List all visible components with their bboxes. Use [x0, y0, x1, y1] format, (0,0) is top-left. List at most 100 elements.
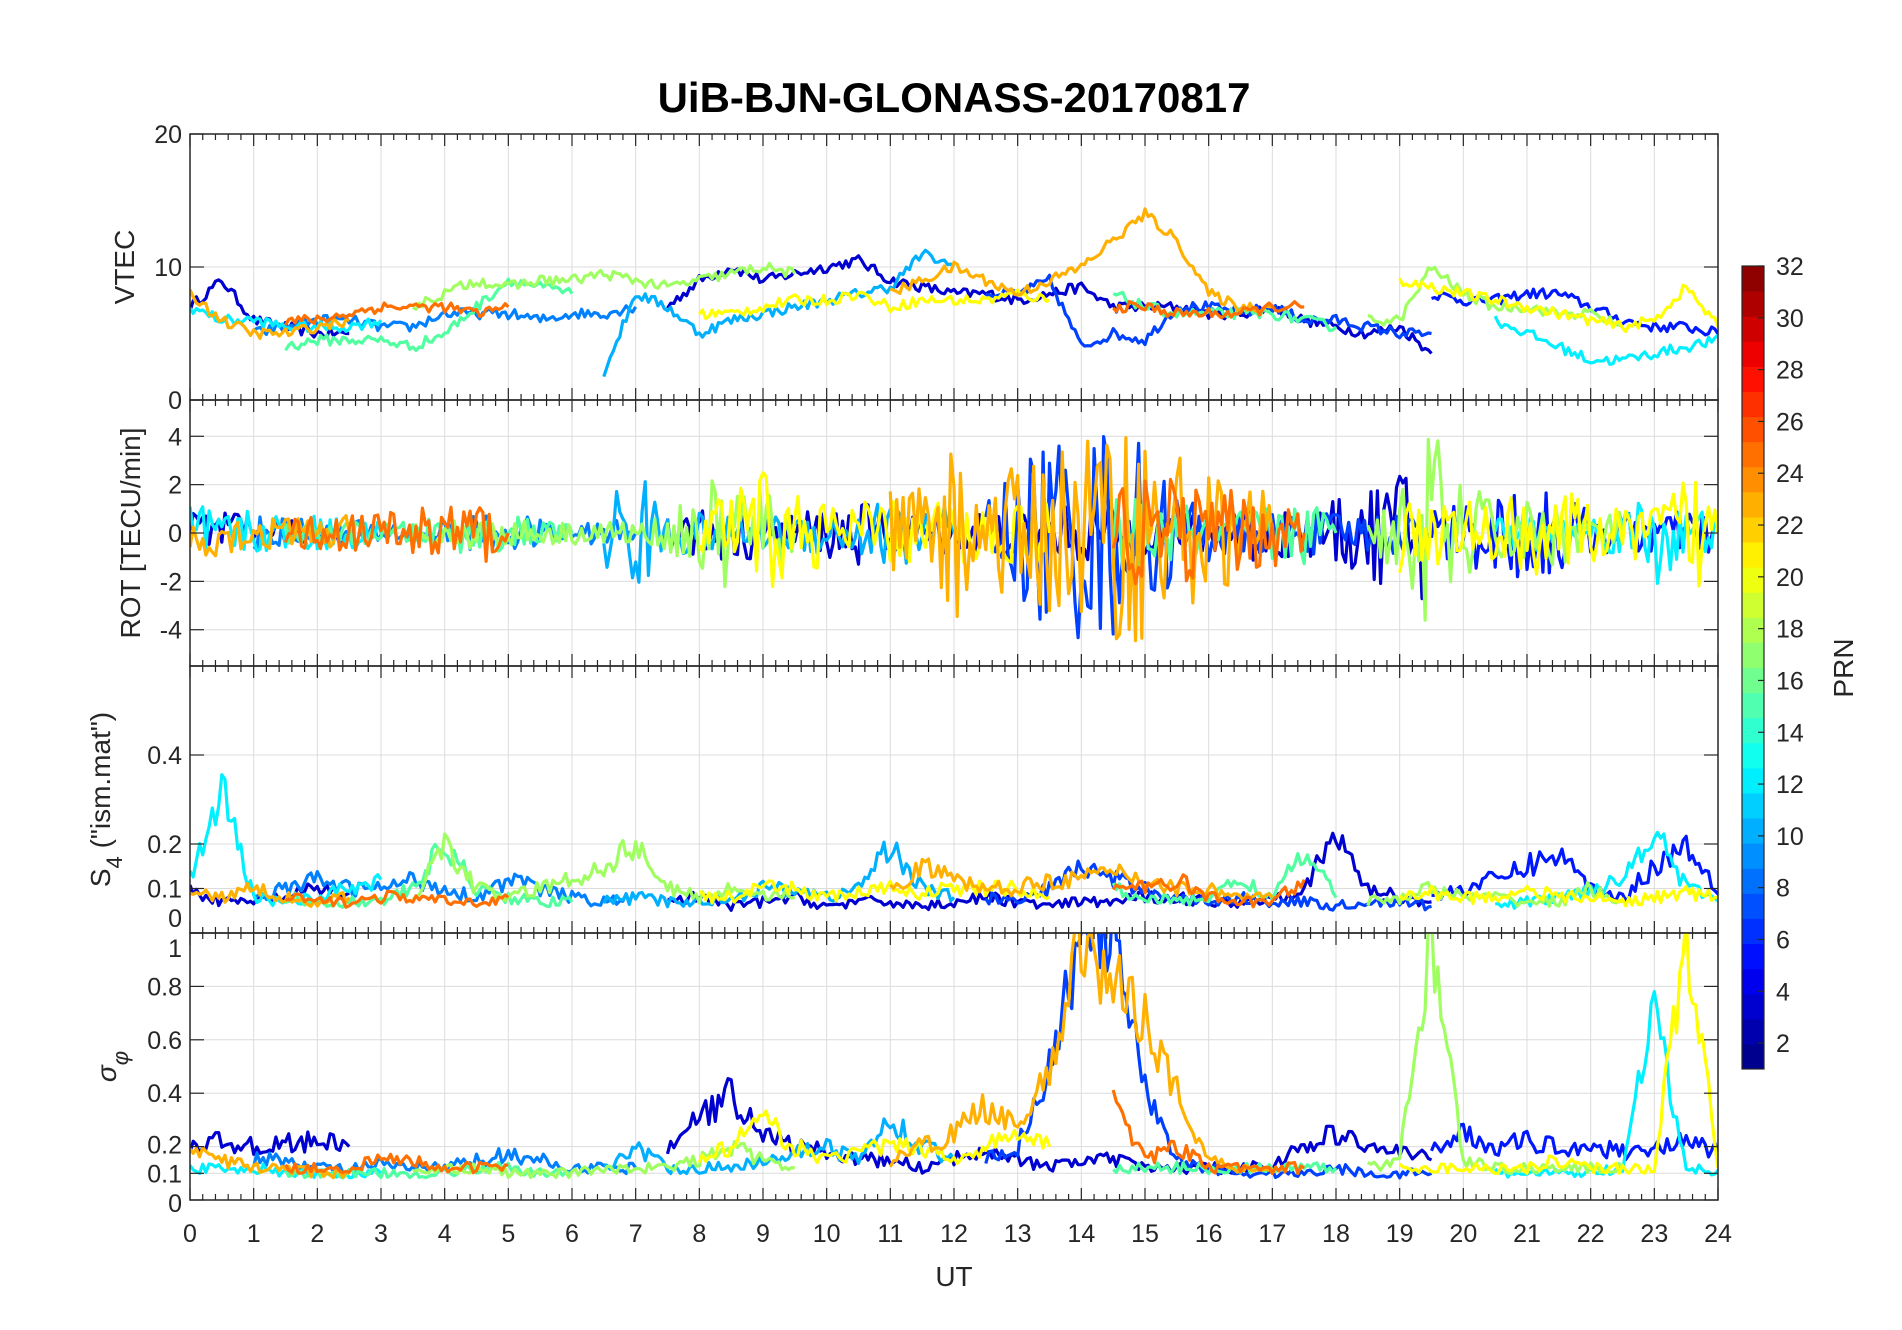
series-line-prn-15	[1111, 851, 1338, 907]
y-tick-label: 10	[154, 254, 182, 282]
x-tick-label: 4	[438, 1220, 452, 1248]
y-axis-label-s4: S4 ("ism.mat")	[85, 712, 127, 887]
series-line-prn-3	[190, 1130, 351, 1156]
colorbar-level	[1742, 767, 1764, 794]
sigma-series	[190, 933, 1718, 1180]
x-tick-label: 1	[247, 1220, 261, 1248]
y-label-main: S	[85, 868, 116, 887]
colorbar-level	[1742, 868, 1764, 894]
series-line-prn-17	[412, 832, 796, 905]
colorbar-level	[1742, 692, 1764, 719]
series-line-prn-17	[412, 261, 797, 311]
x-tick-label: 8	[692, 1220, 706, 1248]
y-tick-label: -4	[160, 617, 182, 645]
series-line-prn-20	[1398, 277, 1718, 334]
colorbar-level	[1742, 466, 1764, 493]
colorbar-level	[1742, 1043, 1764, 1070]
y-tick-label: 0.2	[147, 831, 182, 859]
series-line-prn-22	[889, 857, 1274, 903]
series-line-prn-24	[1111, 1089, 1305, 1176]
colorbar-tick-label: 28	[1776, 357, 1804, 385]
colorbar-level	[1742, 642, 1764, 668]
y-tick-label: 0.4	[147, 742, 182, 770]
colorbar-level	[1742, 592, 1764, 618]
y-label-main: σ	[91, 1064, 122, 1082]
colorbar-level	[1742, 341, 1764, 367]
colorbar-level	[1742, 291, 1764, 317]
x-tick-label: 2	[310, 1220, 324, 1248]
series-line-prn-15	[284, 1160, 573, 1180]
series-line-prn-24	[285, 889, 510, 909]
series-line-prn-22	[888, 436, 1274, 643]
x-tick-label: 10	[813, 1220, 841, 1248]
series-line-prn-24	[284, 301, 510, 326]
panel-rot: -4 -2 0 2 4 ROT [TECU/min]	[115, 399, 1719, 667]
rot-series	[190, 435, 1718, 643]
colorbar-level	[1742, 993, 1764, 1020]
colorbar-frame	[1741, 265, 1765, 1070]
colorbar-level	[1742, 943, 1764, 970]
series-line-prn-24	[283, 505, 510, 563]
colorbar-label: PRN	[1828, 638, 1859, 697]
series-line-prn-5	[1431, 287, 1718, 337]
series-line-prn-22	[190, 289, 350, 340]
colorbar-level	[1742, 1018, 1764, 1045]
y-tick-label: 0.6	[147, 1027, 182, 1055]
series-line-prn-22	[888, 933, 1274, 1174]
x-axis-label: UT	[935, 1261, 972, 1292]
x-tick-label: 22	[1577, 1220, 1605, 1248]
s4-series	[190, 773, 1718, 912]
colorbar-level	[1742, 441, 1764, 468]
x-tick-label: 9	[756, 1220, 770, 1248]
x-tick-label: 13	[1004, 1220, 1032, 1248]
series-line-prn-20	[698, 288, 1050, 320]
series-line-prn-6	[984, 435, 1433, 640]
series-line-prn-20	[1398, 884, 1718, 908]
y-tick-label: 2	[168, 472, 182, 500]
series-line-prn-10	[602, 840, 956, 909]
colorbar-level	[1742, 516, 1764, 543]
x-tick-label: 16	[1195, 1220, 1223, 1248]
vtec-series	[190, 207, 1718, 378]
y-tick-label: 0.2	[147, 1131, 182, 1159]
y-tick-label: 0.8	[147, 973, 182, 1001]
series-line-prn-8	[253, 869, 637, 908]
y-axis-label-sigma: σφ	[91, 1051, 133, 1082]
x-tick-label: 18	[1322, 1220, 1350, 1248]
chart-title: UiB-BJN-GLONASS-20170817	[658, 74, 1251, 121]
colorbar-tick-label: 18	[1776, 616, 1804, 644]
series-line-prn-17	[1366, 880, 1624, 909]
y-tick-label: 0	[168, 387, 182, 415]
x-tick-label: 12	[940, 1220, 968, 1248]
y-tick-label: -2	[160, 568, 182, 596]
series-line-prn-17	[1367, 933, 1624, 1176]
x-tick-label: 14	[1067, 1220, 1095, 1248]
colorbar-tick-label: 4	[1776, 978, 1790, 1006]
colorbar-level	[1742, 843, 1764, 869]
x-tick-label: 3	[374, 1220, 388, 1248]
colorbar-level	[1742, 792, 1764, 819]
colorbar-level	[1742, 391, 1764, 418]
colorbar-level	[1742, 818, 1764, 844]
series-line-prn-20	[697, 471, 1052, 589]
y-tick-label: 0	[168, 520, 182, 548]
series-line-prn-24	[1112, 300, 1305, 320]
x-tick-label: 0	[183, 1220, 197, 1248]
colorbar-level	[1742, 667, 1764, 694]
y-label-rest: ("ism.mat")	[85, 712, 116, 856]
y-tick-label: 4	[168, 423, 182, 451]
colorbar-level	[1742, 893, 1764, 919]
x-tick-label: 23	[1640, 1220, 1668, 1248]
colorbar-level	[1742, 617, 1764, 643]
x-tick-label: 7	[629, 1220, 643, 1248]
x-tick-label: 15	[1131, 1220, 1159, 1248]
colorbar-tick-label: 26	[1776, 408, 1804, 436]
colorbar-level	[1742, 366, 1764, 392]
colorbar-level	[1742, 918, 1764, 945]
x-tick-label: 5	[501, 1220, 515, 1248]
y-label-subscript: φ	[108, 1051, 133, 1065]
series-line-prn-12	[1493, 315, 1718, 366]
